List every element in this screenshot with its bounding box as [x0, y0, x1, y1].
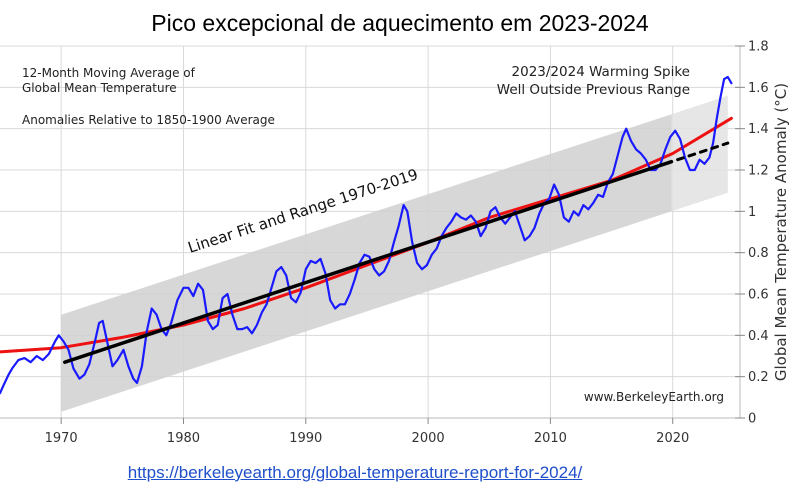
x-tick-label: 2020 — [656, 431, 689, 446]
annotation-top-left-1: 12-Month Moving Average of — [22, 66, 196, 80]
y-tick-label: 0.2 — [748, 370, 769, 385]
x-tick-label: 1980 — [167, 431, 200, 446]
moving-average-line — [0, 75, 733, 395]
y-axis: 0 0.2 0.4 0.6 0.8 1 1.2 1.4 1.6 1.8 — [735, 40, 769, 427]
x-tick-label: 1970 — [45, 431, 78, 446]
y-tick-label: 1.8 — [748, 40, 769, 55]
y-tick-label: 0.8 — [748, 246, 769, 261]
y-tick-label: 0.6 — [748, 288, 769, 303]
x-axis: 1970 1980 1990 2000 2010 2020 — [45, 418, 689, 446]
y-tick-label: 1.4 — [748, 122, 769, 137]
y-tick-label: 1.6 — [748, 81, 769, 96]
y-axis-label: Global Mean Temperature Anomaly (°C) — [772, 83, 790, 381]
y-tick-label: 0 — [748, 412, 756, 427]
series-group — [0, 75, 733, 395]
x-tick-label: 2000 — [412, 431, 445, 446]
page-title: Pico excepcional de aquecimento em 2023-… — [151, 10, 649, 36]
annotation-top-left-2: Global Mean Temperature — [22, 81, 177, 95]
linear-fit-line — [63, 159, 674, 364]
credit-label: www.BerkeleyEarth.org — [584, 390, 724, 404]
source-link[interactable]: https://berkeleyearth.org/global-tempera… — [127, 463, 583, 482]
annotation-top-right-1: 2023/2024 Warming Spike — [512, 64, 690, 80]
x-tick-label: 2010 — [534, 431, 567, 446]
annotation-top-left-3: Anomalies Relative to 1850-1900 Average — [22, 113, 275, 127]
linear-fit-extension-line — [676, 141, 730, 162]
y-tick-label: 1 — [748, 205, 756, 220]
y-tick-label: 1.2 — [748, 164, 769, 179]
y-tick-label: 0.4 — [748, 329, 769, 344]
annotation-top-right-2: Well Outside Previous Range — [497, 82, 690, 98]
x-tick-label: 1990 — [289, 431, 322, 446]
